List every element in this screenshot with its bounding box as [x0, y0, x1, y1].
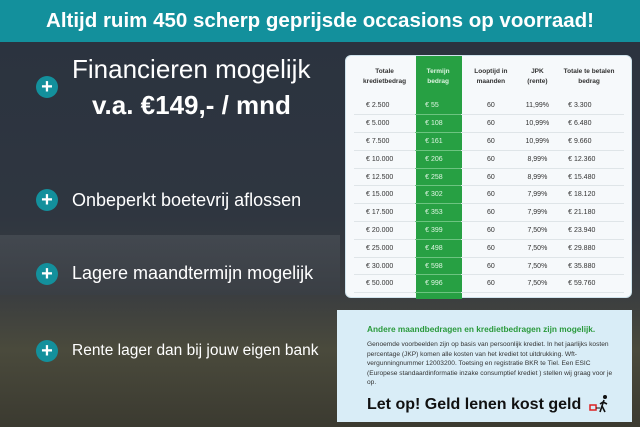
table-cell: € 9.660 — [554, 132, 624, 151]
table-cell: 11,99% — [520, 97, 555, 116]
financing-price: v.a. €149,- / mnd — [92, 90, 291, 120]
finance-table: Totale kredietbedrag Termijn bedrag Loop… — [354, 56, 624, 294]
table-cell: € 50.000 — [354, 274, 416, 294]
table-cell: 60 — [461, 114, 521, 134]
feature-item: Onbeperkt boetevrij aflossen — [72, 190, 302, 210]
table-cell: 8,99% — [520, 168, 555, 187]
col-header: Totale te betalen bedrag — [563, 67, 615, 85]
finance-table-card: Totale kredietbedrag Termijn bedrag Loop… — [345, 55, 632, 299]
table-cell: € 15.480 — [554, 168, 624, 187]
table-cell: € 10.000 — [354, 150, 416, 169]
table-cell: € 30.000 — [354, 257, 416, 276]
table-cell: 7,99% — [520, 185, 555, 205]
table-row: € 12.500 € 258 60 8,99% € 15.480 — [354, 168, 624, 187]
col-header: Termijn bedrag — [426, 67, 450, 85]
table-cell: € 108 — [415, 114, 462, 134]
table-row: € 50.000 € 996 60 7,50% € 59.760 — [354, 274, 624, 294]
col-header: JPK (rente) — [527, 67, 548, 85]
table-cell: 7,50% — [520, 239, 555, 258]
table-cell: € 498 — [415, 239, 462, 258]
table-cell: € 2.500 — [354, 97, 416, 116]
page-header: Altijd ruim 450 scherp geprijsde occasio… — [0, 0, 640, 42]
plus-icon: + — [36, 340, 58, 362]
feature-item: Lagere maandtermijn mogelijk — [72, 263, 314, 283]
table-cell: € 7.500 — [354, 132, 416, 151]
table-cell: € 29.880 — [554, 239, 624, 258]
table-cell: 60 — [461, 97, 521, 116]
plus-icon: + — [36, 263, 58, 285]
table-cell: 60 — [461, 274, 521, 294]
table-cell: 10,99% — [520, 132, 555, 151]
feature-item: Rente lager dan bij jouw eigen bank — [72, 342, 319, 359]
table-row: € 30.000 € 598 60 7,50% € 35.880 — [354, 257, 624, 276]
table-cell: 60 — [461, 132, 521, 151]
info-panel: Andere maandbedragen en kredietbedragen … — [337, 310, 632, 422]
table-cell: € 161 — [415, 132, 462, 151]
table-cell: 7,50% — [520, 221, 555, 240]
plus-icon: + — [36, 76, 58, 98]
table-cell: 10,99% — [520, 114, 555, 134]
table-cell: € 598 — [415, 257, 462, 276]
table-cell: 60 — [461, 203, 521, 223]
table-row: € 5.000 € 108 60 10,99% € 6.480 — [354, 114, 624, 134]
table-cell: € 15.000 — [354, 185, 416, 205]
table-cell: € 3.300 — [554, 97, 624, 116]
table-cell: € 302 — [415, 185, 462, 205]
table-row: € 20.000 € 399 60 7,50% € 23.940 — [354, 221, 624, 240]
table-cell: € 399 — [415, 221, 462, 240]
table-cell: 7,50% — [520, 257, 555, 276]
table-cell: 60 — [461, 221, 521, 240]
table-cell: € 23.940 — [554, 221, 624, 240]
table-row: € 2.500 € 55 60 11,99% € 3.300 — [354, 97, 624, 116]
table-cell: € 17.500 — [354, 203, 416, 223]
table-cell: € 18.120 — [554, 185, 624, 205]
table-row: € 7.500 € 161 60 10,99% € 9.660 — [354, 132, 624, 151]
table-cell: € 35.880 — [554, 257, 624, 276]
table-row: € 15.000 € 302 60 7,99% € 18.120 — [354, 185, 624, 205]
table-row: € 10.000 € 206 60 8,99% € 12.360 — [354, 150, 624, 169]
info-heading: Andere maandbedragen en kredietbedragen … — [367, 324, 596, 334]
table-cell: € 6.480 — [554, 114, 624, 134]
dealership-building — [0, 235, 340, 295]
col-header: Totale kredietbedrag — [363, 67, 407, 85]
table-cell: 60 — [461, 168, 521, 187]
table-cell: 60 — [461, 150, 521, 169]
table-cell: € 12.500 — [354, 168, 416, 187]
header-title: Altijd ruim 450 scherp geprijsde occasio… — [46, 9, 594, 32]
table-cell: € 20.000 — [354, 221, 416, 240]
warning-text: Let op! Geld lenen kost geld — [367, 396, 582, 413]
table-cell: € 59.760 — [554, 274, 624, 294]
table-cell: € 206 — [415, 150, 462, 169]
walking-man-icon — [589, 395, 608, 413]
table-cell: 7,99% — [520, 203, 555, 223]
col-header: Looptijd in maanden — [474, 67, 508, 85]
table-cell: € 996 — [415, 274, 462, 294]
table-cell: 60 — [461, 239, 521, 258]
table-cell: 60 — [461, 185, 521, 205]
table-cell: € 21.180 — [554, 203, 624, 223]
table-cell: € 353 — [415, 203, 462, 223]
table-cell: 8,99% — [520, 150, 555, 169]
table-cell: € 258 — [415, 168, 462, 187]
table-cell: 60 — [461, 257, 521, 276]
info-body: Genoemde voorbeelden zijn op basis van p… — [367, 341, 613, 386]
table-row: € 17.500 € 353 60 7,99% € 21.180 — [354, 203, 624, 223]
table-cell: € 55 — [415, 97, 462, 116]
table-cell: € 12.360 — [554, 150, 624, 169]
table-cell: € 25.000 — [354, 239, 416, 258]
table-row: € 25.000 € 498 60 7,50% € 29.880 — [354, 239, 624, 258]
financing-title: Financieren mogelijk — [72, 54, 311, 84]
table-cell: 7,50% — [520, 274, 555, 294]
plus-icon: + — [36, 189, 58, 211]
table-cell: € 5.000 — [354, 114, 416, 134]
